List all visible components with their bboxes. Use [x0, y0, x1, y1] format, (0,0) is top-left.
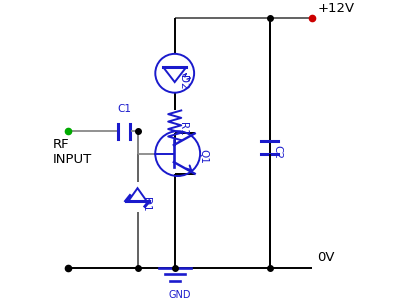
- Text: D2: D2: [178, 75, 188, 89]
- Text: C2: C2: [272, 145, 282, 159]
- Text: RF
INPUT: RF INPUT: [53, 138, 92, 166]
- Text: R1: R1: [178, 122, 188, 136]
- Text: D1: D1: [141, 197, 151, 211]
- Text: C1: C1: [117, 104, 131, 114]
- Text: GND: GND: [169, 291, 191, 301]
- Text: +12V: +12V: [318, 2, 355, 15]
- Text: 0V: 0V: [318, 251, 335, 264]
- Text: Q1: Q1: [199, 149, 209, 164]
